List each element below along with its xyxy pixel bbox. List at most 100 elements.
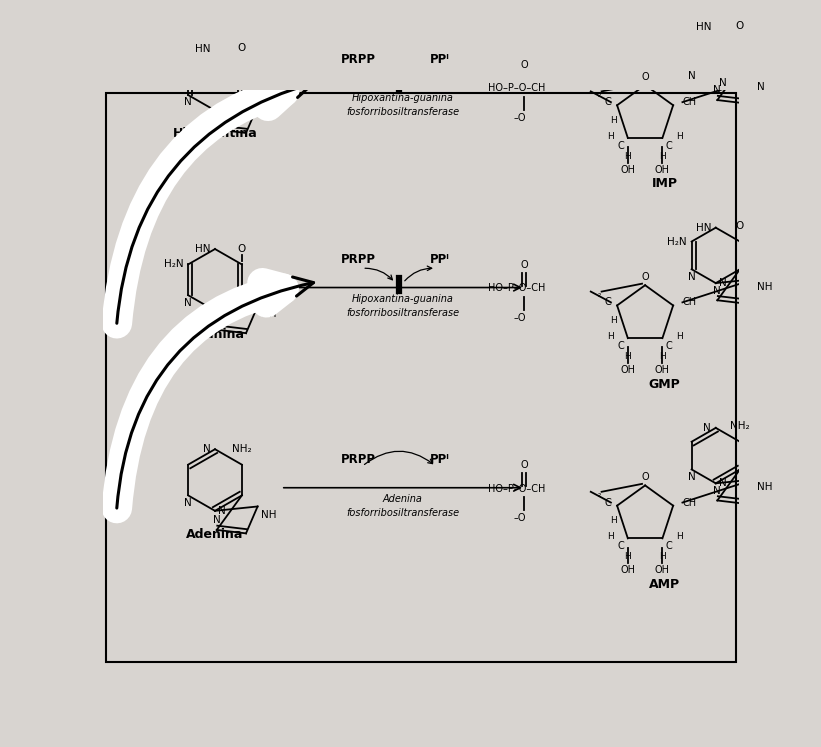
Text: H: H <box>607 332 614 341</box>
Text: HN: HN <box>195 244 210 254</box>
Text: O: O <box>521 60 528 69</box>
Text: H: H <box>610 316 617 325</box>
Text: H: H <box>659 552 666 561</box>
Text: OH: OH <box>655 365 670 375</box>
FancyArrowPatch shape <box>365 68 392 80</box>
Text: O: O <box>238 244 246 254</box>
Text: HN: HN <box>695 22 711 32</box>
FancyArrowPatch shape <box>117 283 283 508</box>
Text: O: O <box>641 272 649 282</box>
Text: C: C <box>666 542 672 551</box>
Text: N: N <box>184 297 192 308</box>
Text: OH: OH <box>621 365 635 375</box>
Text: AMP: AMP <box>649 578 680 591</box>
Text: OH: OH <box>655 565 670 575</box>
Text: CH: CH <box>682 297 696 307</box>
Text: Hipoxantina-guanina: Hipoxantina-guanina <box>352 93 454 104</box>
Text: Adenina: Adenina <box>383 494 423 504</box>
Text: N: N <box>688 472 695 482</box>
Text: H: H <box>625 352 631 361</box>
Text: N: N <box>719 78 727 88</box>
Text: Hipoxantina-guanina: Hipoxantina-guanina <box>352 294 454 304</box>
Text: NH: NH <box>261 509 276 520</box>
Text: HO–P–O–CH: HO–P–O–CH <box>488 84 545 93</box>
Text: N: N <box>213 115 221 125</box>
FancyArrowPatch shape <box>365 268 392 280</box>
Text: ₂: ₂ <box>598 90 601 99</box>
Text: PPᴵ: PPᴵ <box>430 53 450 66</box>
Text: C: C <box>618 341 625 351</box>
Text: Guanina: Guanina <box>186 328 244 341</box>
Text: C: C <box>618 542 625 551</box>
Text: C: C <box>604 97 611 107</box>
Text: H₂N: H₂N <box>667 237 687 247</box>
Text: H: H <box>677 332 683 341</box>
Text: O: O <box>238 43 246 54</box>
Text: N: N <box>719 278 727 288</box>
FancyArrowPatch shape <box>405 266 432 281</box>
Text: N: N <box>719 478 727 489</box>
Text: NH: NH <box>757 282 773 292</box>
Text: PPᴵ: PPᴵ <box>430 453 450 466</box>
Text: HN: HN <box>195 44 210 54</box>
Text: GMP: GMP <box>649 378 681 391</box>
FancyArrowPatch shape <box>117 78 314 323</box>
Text: N: N <box>203 444 210 454</box>
Text: N: N <box>688 272 695 282</box>
Text: H: H <box>625 152 631 161</box>
Text: CH: CH <box>682 97 696 107</box>
Text: NH: NH <box>757 483 773 492</box>
Text: H: H <box>607 132 614 141</box>
Text: N: N <box>218 306 226 316</box>
Text: O: O <box>521 460 528 470</box>
Text: –O: –O <box>514 513 526 524</box>
Text: PRPP: PRPP <box>341 253 376 266</box>
FancyArrowPatch shape <box>117 277 314 508</box>
Text: OH: OH <box>655 165 670 175</box>
Text: PPᴵ: PPᴵ <box>430 253 450 266</box>
Text: C: C <box>604 498 611 507</box>
Text: N: N <box>757 82 765 92</box>
Text: H: H <box>610 116 617 125</box>
Text: H: H <box>659 152 666 161</box>
Text: –O: –O <box>514 313 526 323</box>
Text: HO–P–O–CH: HO–P–O–CH <box>488 484 545 494</box>
Text: C: C <box>666 341 672 351</box>
Text: N: N <box>184 97 192 108</box>
Text: N: N <box>713 285 721 296</box>
Text: N: N <box>218 105 226 116</box>
Text: O: O <box>521 260 528 270</box>
Text: N: N <box>218 506 226 516</box>
Text: C: C <box>604 297 611 307</box>
Text: NH₂: NH₂ <box>232 444 252 454</box>
Text: –O: –O <box>514 113 526 123</box>
Text: H: H <box>677 533 683 542</box>
Text: PRPP: PRPP <box>341 453 376 466</box>
Text: H: H <box>677 132 683 141</box>
Text: ₂: ₂ <box>598 290 601 299</box>
Text: N: N <box>713 486 721 496</box>
Text: OH: OH <box>621 565 635 575</box>
Text: C: C <box>666 141 672 151</box>
Text: NH: NH <box>261 309 276 320</box>
Text: OH: OH <box>621 165 635 175</box>
Text: Hipoxantina: Hipoxantina <box>172 128 257 140</box>
Text: fosforribosiltransferase: fosforribosiltransferase <box>346 508 460 518</box>
Text: N: N <box>184 498 192 508</box>
Text: C: C <box>618 141 625 151</box>
Text: ₂: ₂ <box>598 490 601 499</box>
Text: HN: HN <box>695 223 711 232</box>
Text: Adenina: Adenina <box>186 528 244 541</box>
Text: O: O <box>736 21 744 31</box>
Text: CH: CH <box>682 498 696 507</box>
FancyArrowPatch shape <box>365 451 433 465</box>
Text: N: N <box>704 423 711 433</box>
FancyArrowPatch shape <box>117 87 284 323</box>
Text: H: H <box>659 352 666 361</box>
Text: O: O <box>736 221 744 231</box>
Text: fosforribosiltransferase: fosforribosiltransferase <box>346 108 460 117</box>
Text: fosforribosiltransferase: fosforribosiltransferase <box>346 308 460 317</box>
Text: PRPP: PRPP <box>341 53 376 66</box>
Text: IMP: IMP <box>652 178 677 190</box>
Text: N: N <box>688 72 695 81</box>
